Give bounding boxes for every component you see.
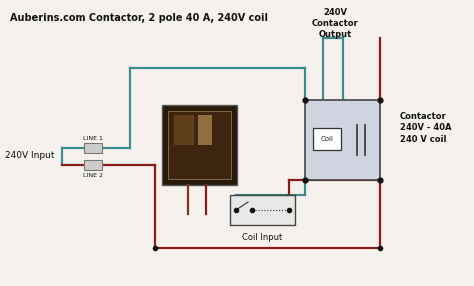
Text: Coil: Coil — [320, 136, 334, 142]
Text: Coil Input: Coil Input — [242, 233, 283, 242]
Text: LINE 2: LINE 2 — [83, 173, 103, 178]
Bar — [230, 195, 295, 225]
Bar — [84, 160, 102, 170]
Bar — [168, 111, 231, 179]
Bar — [198, 115, 212, 145]
Bar — [174, 115, 194, 145]
Text: 240V Input: 240V Input — [5, 150, 55, 160]
Bar — [305, 100, 380, 180]
Text: 240V
Contactor
Output: 240V Contactor Output — [311, 8, 358, 39]
Text: Contactor
240V - 40A
240 V coil: Contactor 240V - 40A 240 V coil — [400, 112, 452, 144]
Bar — [84, 143, 102, 153]
Text: LINE 1: LINE 1 — [83, 136, 103, 141]
Bar — [162, 105, 237, 185]
Text: Auberins.com Contactor, 2 pole 40 A, 240V coil: Auberins.com Contactor, 2 pole 40 A, 240… — [10, 13, 268, 23]
Bar — [313, 128, 341, 150]
